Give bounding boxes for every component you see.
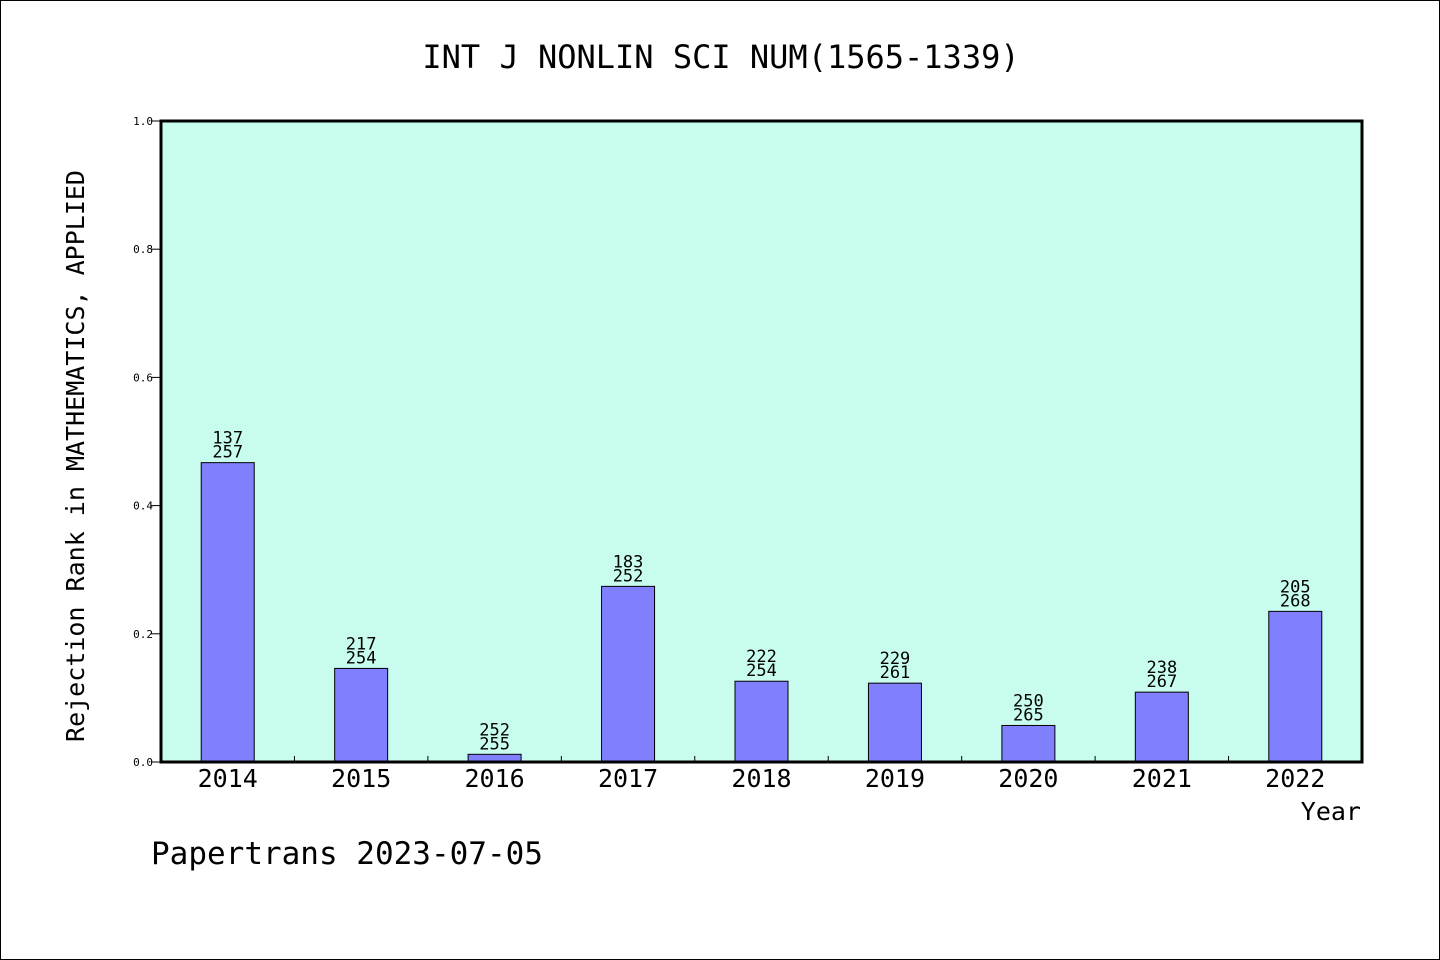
bar-label-bottom: 265: [1013, 705, 1044, 725]
bar-2017: [601, 585, 656, 763]
bar-2020: [1001, 724, 1056, 763]
bar-2021: [1134, 691, 1189, 763]
x-tick-label: 2016: [465, 764, 525, 793]
bar-label-top: 222: [746, 647, 777, 667]
bar-2022: [1268, 610, 1323, 763]
bar-label-top: 229: [880, 649, 911, 669]
y-tick-label: 0.2: [133, 628, 153, 641]
bar-2015: [334, 667, 389, 763]
plot-area: [161, 121, 1362, 762]
bar-label-top: 252: [479, 720, 510, 740]
bar-label-bottom: 268: [1280, 591, 1311, 611]
x-tick-label: 2022: [1265, 764, 1325, 793]
bar-label-top: 205: [1280, 577, 1311, 597]
x-axis-label: Year: [1300, 797, 1361, 826]
x-tick-label: 2018: [731, 764, 791, 793]
y-tick-label: 0.0: [133, 756, 153, 769]
plot-border: [159, 119, 1364, 764]
bar-2014: [200, 462, 255, 763]
bar-label-bottom: 252: [613, 566, 644, 586]
bar-label-bottom: 267: [1146, 672, 1177, 692]
axis-ticks: 0.0 0.2 0.4 0.6 0.8 1.0 2014 2015 2016 2017 2018 20…: [133, 115, 1325, 793]
bar-label-bottom: 254: [746, 661, 777, 681]
y-tick-label: 0.8: [133, 243, 153, 256]
x-tick-label: 2021: [1132, 764, 1192, 793]
bar-label-bottom: 261: [880, 663, 911, 683]
chart-title: INT J NONLIN SCI NUM(1565-1339): [422, 38, 1020, 76]
bar-label-bottom: 257: [212, 443, 243, 463]
bar-label-bottom: 255: [479, 734, 510, 754]
bar-label-top: 250: [1013, 691, 1044, 711]
bars: 1372572172542522551832522222542292612502…: [200, 429, 1323, 763]
footer-credit: Papertrans 2023-07-05: [151, 836, 543, 872]
x-tick-label: 2017: [598, 764, 658, 793]
x-tick-label: 2020: [998, 764, 1058, 793]
bar-2018: [734, 680, 789, 763]
x-tick-label: 2019: [865, 764, 925, 793]
bar-label-bottom: 254: [346, 648, 377, 668]
x-tick-label: 2015: [331, 764, 391, 793]
bar-label-top: 137: [212, 429, 243, 449]
y-tick-label: 1.0: [133, 115, 153, 128]
x-tick-label: 2014: [198, 764, 258, 793]
bar-label-top: 183: [613, 552, 644, 572]
y-tick-label: 0.4: [133, 500, 153, 513]
bar-2019: [867, 682, 922, 763]
y-tick-label: 0.6: [133, 371, 153, 384]
bar-label-top: 238: [1146, 658, 1177, 678]
bar-label-top: 217: [346, 634, 377, 654]
